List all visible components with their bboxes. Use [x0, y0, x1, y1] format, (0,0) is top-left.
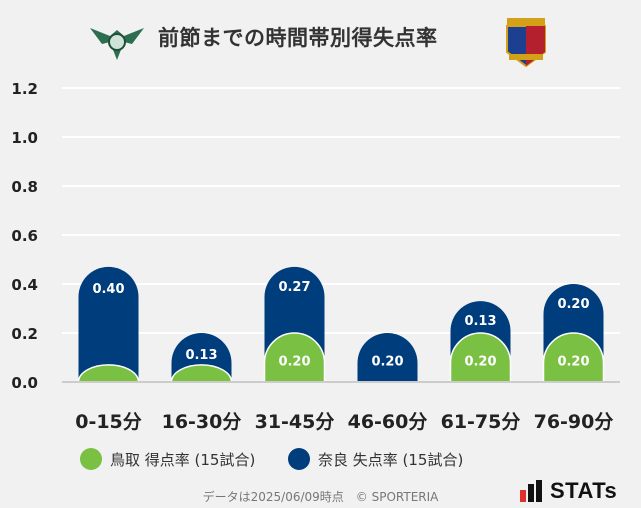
data-label-tottori: 0.20 [464, 355, 496, 370]
data-label-nara: 0.40 [92, 282, 124, 297]
y-tick-label: 1.2 [11, 80, 38, 98]
legend-item-tottori: 鳥取 得点率 (15試合) [80, 448, 255, 470]
x-tick-label: 31-45分 [255, 411, 335, 433]
stats-logo: STATs [520, 478, 617, 504]
bar-nara [357, 333, 418, 382]
legend-label-nara: 奈良 失点率 (15試合) [318, 450, 464, 469]
tottori-legend-swatch [80, 448, 102, 470]
x-tick-label: 46-60分 [348, 411, 428, 433]
data-label-tottori: 0.20 [278, 355, 310, 370]
y-tick-label: 0.0 [11, 374, 38, 392]
data-label-nara: 0.13 [185, 348, 217, 363]
chart-title: 前節までの時間帯別得失点率 [158, 26, 438, 50]
legend-label-tottori: 鳥取 得点率 (15試合) [110, 450, 256, 469]
stats-brand-text: STATs [550, 478, 618, 503]
data-label-nara: 0.20 [371, 355, 403, 370]
nara-legend-swatch [288, 448, 310, 470]
stats-logo-icon [520, 480, 542, 502]
y-tick-label: 1.0 [11, 129, 38, 147]
x-tick-label: 61-75分 [441, 411, 521, 433]
bar-tottori [542, 332, 605, 383]
bar-tottori [263, 332, 326, 383]
y-tick-label: 0.8 [11, 178, 38, 196]
legend-item-nara: 奈良 失点率 (15試合) [288, 448, 463, 470]
data-label-nara: 0.13 [464, 314, 496, 329]
bar-tottori [77, 364, 140, 383]
footer-credit: データは2025/06/09時点 © SPORTERIA [202, 490, 439, 504]
y-tick-label: 0.2 [11, 325, 38, 343]
y-tick-label: 0.6 [11, 227, 38, 245]
y-tick-label: 0.4 [11, 276, 38, 294]
x-tick-label: 0-15分 [75, 411, 142, 433]
nara-emblem-icon [506, 18, 546, 68]
data-label-tottori: 0.20 [557, 355, 589, 370]
bar-tottori [449, 332, 512, 383]
x-tick-label: 16-30分 [162, 411, 242, 433]
data-label-nara: 0.27 [278, 280, 310, 295]
bar-tottori [170, 364, 233, 383]
bar-nara [78, 266, 139, 382]
x-tick-label: 76-90分 [534, 411, 614, 433]
tottori-emblem-icon [90, 28, 144, 60]
data-label-nara: 0.20 [557, 297, 589, 312]
